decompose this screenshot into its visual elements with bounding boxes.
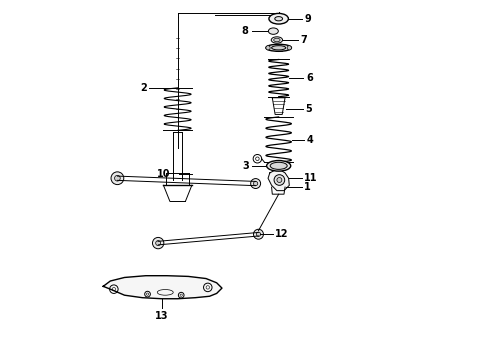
- Circle shape: [156, 240, 161, 246]
- Ellipse shape: [271, 37, 283, 43]
- Ellipse shape: [266, 44, 292, 51]
- Polygon shape: [268, 170, 289, 191]
- Text: 3: 3: [243, 161, 249, 171]
- Text: 2: 2: [141, 83, 147, 93]
- Text: 12: 12: [275, 229, 289, 239]
- Ellipse shape: [275, 17, 283, 21]
- Circle shape: [253, 181, 258, 186]
- Text: 8: 8: [242, 26, 248, 36]
- Circle shape: [274, 175, 285, 185]
- Text: 1: 1: [304, 182, 311, 192]
- Polygon shape: [103, 276, 222, 299]
- Ellipse shape: [269, 13, 289, 24]
- Circle shape: [152, 238, 164, 249]
- Circle shape: [256, 232, 261, 237]
- Ellipse shape: [269, 28, 278, 34]
- Ellipse shape: [271, 46, 286, 50]
- Circle shape: [287, 46, 292, 50]
- Text: 7: 7: [301, 35, 307, 45]
- Text: 13: 13: [155, 311, 169, 321]
- Text: 10: 10: [157, 169, 171, 179]
- Ellipse shape: [270, 162, 287, 169]
- Ellipse shape: [267, 161, 291, 171]
- Circle shape: [253, 229, 264, 239]
- Circle shape: [111, 172, 124, 185]
- Circle shape: [251, 179, 261, 189]
- Text: 9: 9: [304, 14, 311, 24]
- Ellipse shape: [274, 38, 280, 42]
- Text: 4: 4: [307, 135, 314, 145]
- Text: 6: 6: [306, 73, 313, 83]
- Circle shape: [115, 175, 120, 181]
- Circle shape: [277, 177, 282, 183]
- Text: 5: 5: [305, 104, 312, 114]
- Text: 11: 11: [304, 173, 318, 183]
- Circle shape: [266, 46, 270, 50]
